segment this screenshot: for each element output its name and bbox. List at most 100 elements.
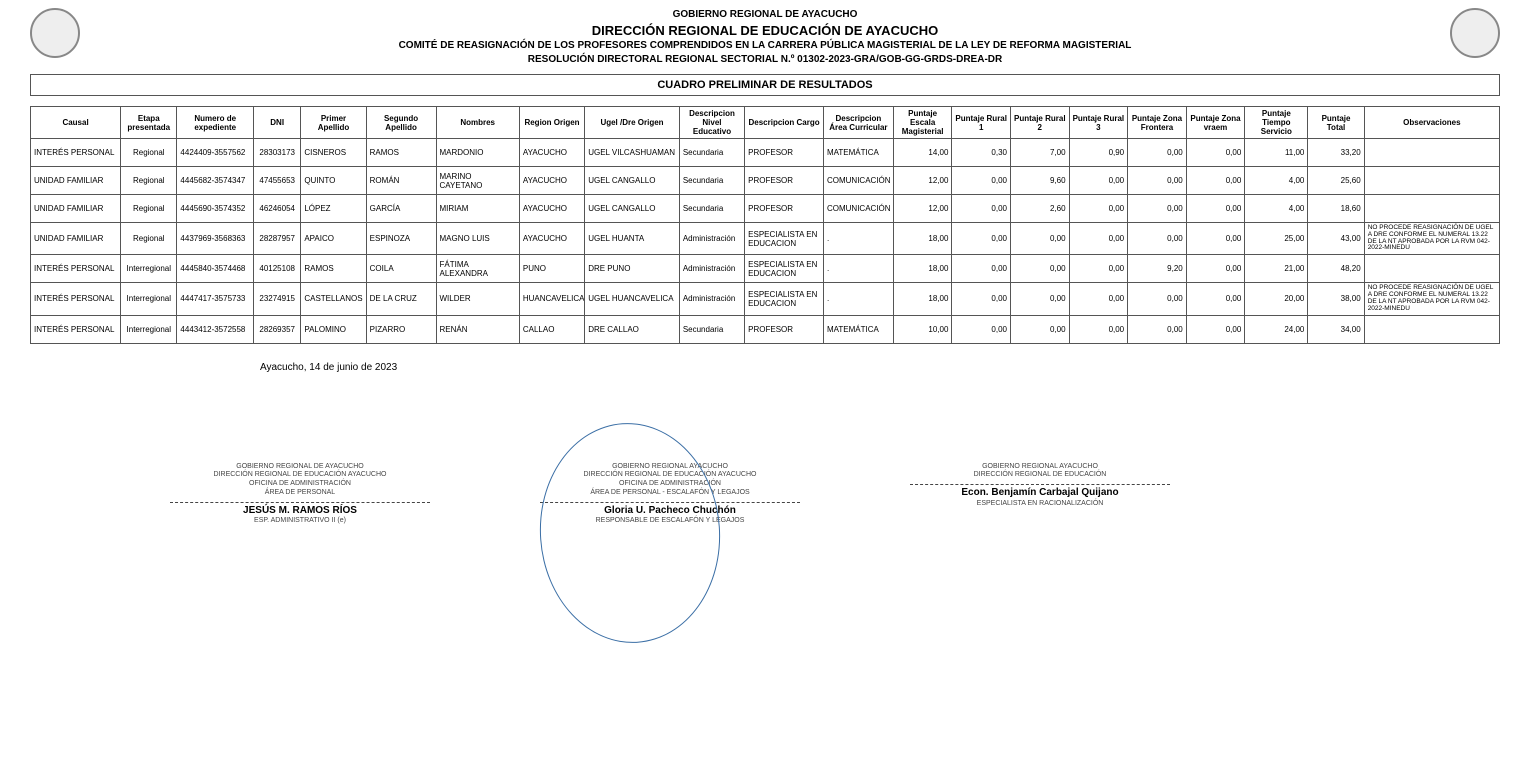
table-cell: DRE CALLAO xyxy=(585,315,680,343)
table-cell: Secundaria xyxy=(679,139,744,167)
header-row: GOBIERNO REGIONAL DE AYACUCHO DIRECCIÓN … xyxy=(0,0,1530,70)
table-header-cell: Region Origen xyxy=(519,107,584,139)
table-cell: 4445690-3574352 xyxy=(177,195,254,223)
table-cell: MATEMÁTICA xyxy=(823,315,893,343)
table-cell: 0,00 xyxy=(1128,139,1187,167)
table-cell: Regional xyxy=(121,195,177,223)
table-cell: WILDER xyxy=(436,283,519,315)
table-cell: CASTELLANOS xyxy=(301,283,366,315)
table-cell: MATEMÁTICA xyxy=(823,139,893,167)
table-header-cell: Observaciones xyxy=(1364,107,1499,139)
header-line2: DIRECCIÓN REGIONAL DE EDUCACIÓN DE AYACU… xyxy=(80,22,1450,40)
table-cell: 0,00 xyxy=(1186,283,1245,315)
table-cell: Interregional xyxy=(121,283,177,315)
table-cell xyxy=(1364,255,1499,283)
sig1-org1: GOBIERNO REGIONAL DE AYACUCHO xyxy=(170,463,430,472)
table-cell: PUNO xyxy=(519,255,584,283)
sig1-org2: DIRECCIÓN REGIONAL DE EDUCACIÓN AYACUCHO xyxy=(170,471,430,480)
table-cell: PROFESOR xyxy=(745,139,824,167)
table-cell: 4445840-3574468 xyxy=(177,255,254,283)
table-cell: Regional xyxy=(121,223,177,255)
table-cell xyxy=(1364,139,1499,167)
table-cell: 4437969-3568363 xyxy=(177,223,254,255)
table-cell: MIRIAM xyxy=(436,195,519,223)
table-cell: 0,00 xyxy=(1069,315,1128,343)
table-header-cell: Descripcion Nivel Educativo xyxy=(679,107,744,139)
table-cell: RAMOS xyxy=(301,255,366,283)
table-row: UNIDAD FAMILIARRegional4445690-357435246… xyxy=(31,195,1500,223)
sig1-org4: ÁREA DE PERSONAL xyxy=(170,489,430,498)
table-cell: ESPECIALISTA EN EDUCACION xyxy=(745,255,824,283)
table-cell: CISNEROS xyxy=(301,139,366,167)
table-cell: 18,00 xyxy=(893,255,952,283)
stamp-oval xyxy=(533,417,728,649)
table-cell: 24,00 xyxy=(1245,315,1308,343)
table-cell: 0,00 xyxy=(1010,283,1069,315)
table-cell: 12,00 xyxy=(893,167,952,195)
table-cell: INTERÉS PERSONAL xyxy=(31,283,121,315)
table-cell: COMUNICACIÓN xyxy=(823,195,893,223)
table-cell: 12,00 xyxy=(893,195,952,223)
table-cell: PROFESOR xyxy=(745,195,824,223)
table-cell xyxy=(1364,315,1499,343)
sig1-name: JESÚS M. RAMOS RÍOS xyxy=(170,505,430,518)
table-cell: ROMÁN xyxy=(366,167,436,195)
sig2-role: RESPONSABLE DE ESCALAFÓN Y LEGAJOS xyxy=(540,517,800,526)
table-cell: 0,00 xyxy=(1128,315,1187,343)
table-cell: NO PROCEDE REASIGNACIÓN DE UGEL A DRE CO… xyxy=(1364,223,1499,255)
table-cell: 25,00 xyxy=(1245,223,1308,255)
table-cell: 0,00 xyxy=(1186,315,1245,343)
table-cell: 4,00 xyxy=(1245,167,1308,195)
table-cell: 0,00 xyxy=(1010,315,1069,343)
table-cell: COILA xyxy=(366,255,436,283)
header-line1: GOBIERNO REGIONAL DE AYACUCHO xyxy=(80,8,1450,22)
sig2-org4: ÁREA DE PERSONAL - ESCALAFÓN Y LEGAJOS xyxy=(540,489,800,498)
table-cell: 25,60 xyxy=(1308,167,1364,195)
table-cell: Administración xyxy=(679,255,744,283)
table-cell: MARDONIO xyxy=(436,139,519,167)
table-cell: 0,00 xyxy=(1186,167,1245,195)
table-cell: AYACUCHO xyxy=(519,195,584,223)
table-cell: Interregional xyxy=(121,255,177,283)
table-cell: 18,60 xyxy=(1308,195,1364,223)
table-cell: Secundaria xyxy=(679,195,744,223)
table-cell: 0,00 xyxy=(952,223,1011,255)
table-cell: 7,00 xyxy=(1010,139,1069,167)
table-header-cell: Etapa presentada xyxy=(121,107,177,139)
banner-title: CUADRO PRELIMINAR DE RESULTADOS xyxy=(30,74,1500,96)
table-cell: Regional xyxy=(121,139,177,167)
table-cell: 9,20 xyxy=(1128,255,1187,283)
sig3-name: Econ. Benjamín Carbajal Quijano xyxy=(910,487,1170,500)
table-cell: Administración xyxy=(679,283,744,315)
table-cell: UGEL HUANCAVELICA xyxy=(585,283,680,315)
table-cell: QUINTO xyxy=(301,167,366,195)
table-cell: MAGNO LUIS xyxy=(436,223,519,255)
table-cell: 33,20 xyxy=(1308,139,1364,167)
sig1-line xyxy=(170,502,430,503)
table-header-cell: Puntaje Escala Magisterial xyxy=(893,107,952,139)
table-row: INTERÉS PERSONALInterregional4445840-357… xyxy=(31,255,1500,283)
sig1-role: ESP. ADMINISTRATIVO II (e) xyxy=(170,517,430,526)
results-table: CausalEtapa presentadaNumero de expedien… xyxy=(30,106,1500,344)
table-cell: 0,00 xyxy=(1069,167,1128,195)
table-cell: DE LA CRUZ xyxy=(366,283,436,315)
table-cell: AYACUCHO xyxy=(519,223,584,255)
table-cell: 40125108 xyxy=(254,255,301,283)
table-cell: 20,00 xyxy=(1245,283,1308,315)
table-cell: FÁTIMA ALEXANDRA xyxy=(436,255,519,283)
table-cell: 14,00 xyxy=(893,139,952,167)
table-cell: AYACUCHO xyxy=(519,139,584,167)
logo-right xyxy=(1450,8,1500,58)
table-cell: Regional xyxy=(121,167,177,195)
table-cell: NO PROCEDE REASIGNACIÓN DE UGEL A DRE CO… xyxy=(1364,283,1499,315)
table-cell: 4443412-3572558 xyxy=(177,315,254,343)
sig3-org2: DIRECCIÓN REGIONAL DE EDUCACIÓN xyxy=(910,471,1170,480)
table-row: INTERÉS PERSONALInterregional4447417-357… xyxy=(31,283,1500,315)
table-row: INTERÉS PERSONALInterregional4443412-357… xyxy=(31,315,1500,343)
table-cell: ESPECIALISTA EN EDUCACION xyxy=(745,223,824,255)
table-cell: INTERÉS PERSONAL xyxy=(31,255,121,283)
table-header-cell: Puntaje Total xyxy=(1308,107,1364,139)
header-line3: COMITÉ DE REASIGNACIÓN DE LOS PROFESORES… xyxy=(80,39,1450,53)
table-cell: GARCÍA xyxy=(366,195,436,223)
sig3-org1: GOBIERNO REGIONAL AYACUCHO xyxy=(910,463,1170,472)
